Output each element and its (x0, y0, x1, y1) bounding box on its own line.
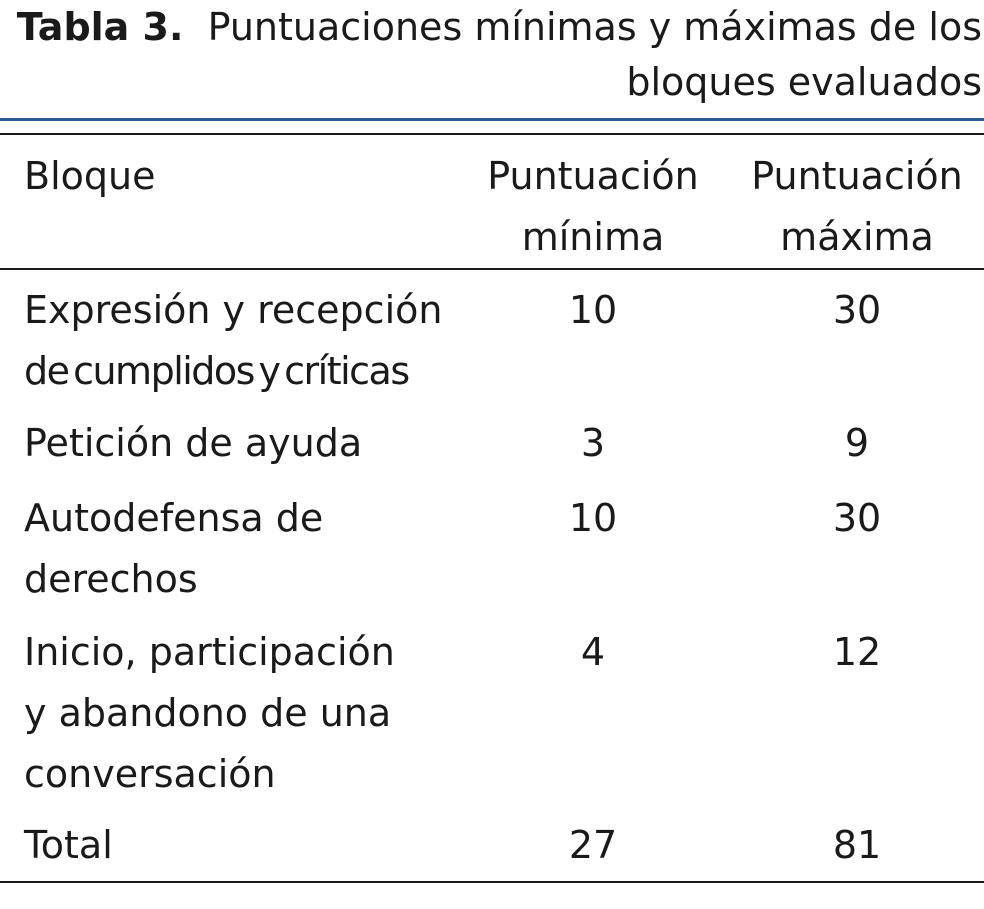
row-block: Inicio, participación y abandono de una … (24, 630, 395, 796)
row-block: Petición de ayuda (24, 421, 363, 465)
row-max: 81 (832, 823, 882, 867)
table-header-rule (0, 268, 984, 270)
table-top-rule (0, 133, 984, 135)
header-min: Puntuación mínima (487, 154, 699, 259)
row-max: 12 (832, 630, 882, 674)
caption-title-line-2: bloques evaluados (626, 60, 982, 104)
row-min: 4 (580, 630, 606, 674)
row-min: 3 (580, 421, 606, 465)
row-min: 10 (568, 496, 618, 540)
row-block: Autodefensa de derechos (24, 496, 324, 601)
caption-line-1: Tabla 3. Puntuaciones mínimas y máximas … (0, 0, 982, 55)
row-min: 10 (568, 288, 618, 332)
table-caption: Tabla 3. Puntuaciones mínimas y máximas … (0, 0, 984, 110)
row-max: 9 (844, 421, 870, 465)
row-block: Expresión y recepción de cumplidos y crí… (24, 288, 443, 393)
row-min: 27 (568, 823, 618, 867)
row-block: Total (24, 823, 113, 867)
caption-label: Tabla 3. (16, 5, 184, 49)
row-max: 30 (832, 288, 882, 332)
caption-title-line-1: Puntuaciones mínimas y máximas de los (207, 5, 982, 49)
caption-divider (0, 118, 984, 121)
header-max: Puntuación máxima (751, 154, 963, 259)
table-bottom-rule (0, 881, 984, 883)
row-max: 30 (832, 496, 882, 540)
header-block: Bloque (24, 154, 156, 198)
